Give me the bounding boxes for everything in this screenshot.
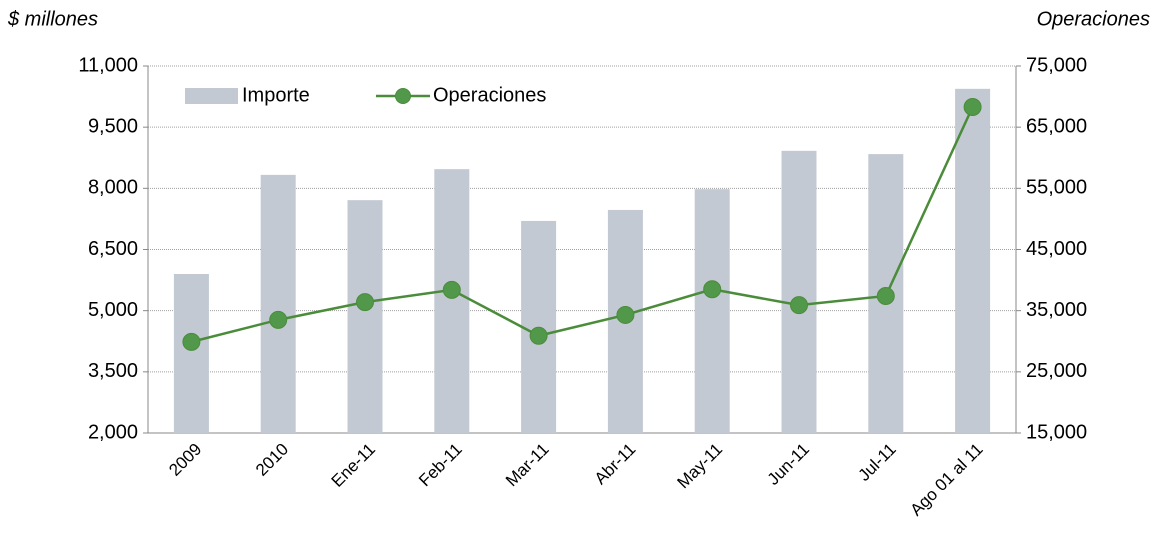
bar	[347, 200, 383, 433]
y2-tick-label: 35,000	[1026, 299, 1087, 321]
y-tick-label: 2,000	[88, 421, 138, 443]
marker	[182, 332, 201, 351]
y-tick-label: 3,500	[88, 360, 138, 382]
y2-tick-label: 65,000	[1026, 115, 1087, 137]
marker	[616, 305, 635, 324]
x-tick-label: Ago 01 al 11	[907, 440, 987, 520]
legend-label: Importe	[242, 84, 310, 106]
x-tick-label: Ene-11	[328, 440, 379, 491]
x-tick-label: Jun-11	[764, 440, 813, 489]
marker	[356, 293, 374, 312]
bar	[434, 169, 470, 433]
bar	[955, 88, 991, 433]
y2-tick-label: 45,000	[1026, 238, 1087, 260]
y2-axis-title: Operaciones	[1037, 8, 1150, 30]
bar	[173, 273, 209, 433]
x-tick-label: Abr-11	[591, 440, 640, 489]
legend-marker	[395, 88, 411, 104]
marker	[963, 97, 982, 116]
marker	[442, 280, 461, 299]
x-tick-label: Jul-11	[855, 440, 900, 485]
bar	[260, 174, 296, 434]
x-tick-label: Feb-11	[415, 440, 466, 491]
y2-tick-label: 55,000	[1026, 177, 1087, 199]
legend-label: Operaciones	[433, 84, 546, 106]
y-tick-label: 9,500	[88, 115, 138, 137]
marker	[876, 286, 895, 305]
y2-tick-label: 25,000	[1026, 360, 1087, 382]
x-tick-label: May-11	[674, 440, 727, 493]
y-tick-label: 6,500	[88, 238, 138, 260]
y2-tick-label: 15,000	[1026, 421, 1087, 443]
y2-tick-label: 75,000	[1026, 54, 1087, 76]
legend-swatch	[185, 88, 238, 104]
y-axis-title: $ millones	[7, 8, 98, 30]
marker	[529, 326, 548, 345]
y-tick-label: 11,000	[78, 54, 138, 76]
line	[191, 106, 974, 344]
y-tick-label: 5,000	[88, 299, 138, 321]
marker	[269, 310, 288, 329]
marker	[703, 280, 722, 299]
marker	[790, 296, 808, 315]
bar	[781, 150, 817, 433]
x-tick-label: 2010	[252, 440, 292, 480]
y-tick-label: 8,000	[88, 177, 138, 199]
x-tick-label: 2009	[165, 440, 205, 480]
x-tick-label: Mar-11	[502, 440, 553, 491]
bar	[694, 189, 730, 433]
